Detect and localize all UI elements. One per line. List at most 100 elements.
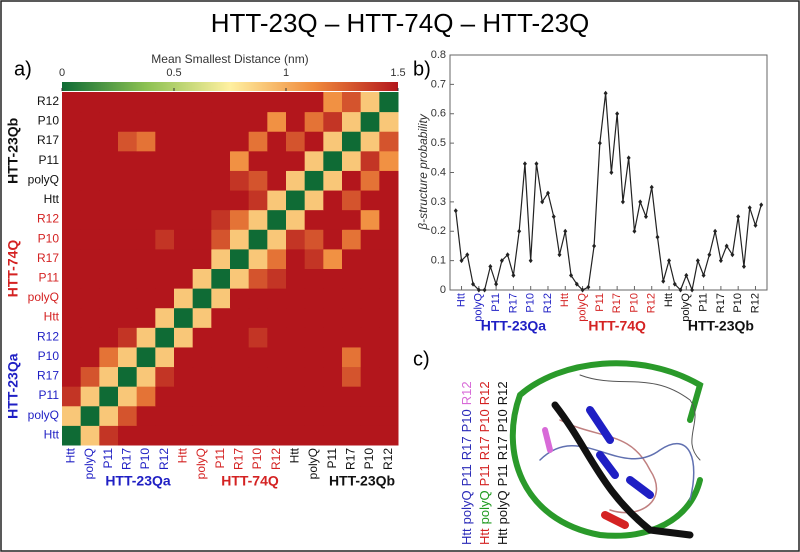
panel-label: a) <box>14 58 32 80</box>
heatmap-cell <box>62 111 82 132</box>
heatmap-cell <box>155 386 175 407</box>
heatmap-cell <box>192 150 212 171</box>
heatmap-cell <box>304 131 324 152</box>
x-tick-label: P11 <box>213 448 227 469</box>
group-label: HTT-74Q <box>5 240 21 298</box>
y-tick-label: P10 <box>38 114 60 128</box>
heatmap-cell <box>62 268 82 289</box>
x-tick-label: R17 <box>344 448 358 470</box>
heatmap-cell <box>286 209 306 230</box>
heatmap-cell <box>304 366 324 387</box>
heatmap-cell <box>118 190 138 211</box>
heatmap-cell <box>248 405 268 426</box>
heatmap-cell <box>174 425 194 446</box>
heatmap-cell <box>286 111 306 132</box>
heatmap-cell <box>99 366 119 387</box>
heatmap-cell <box>192 346 212 368</box>
heatmap-cell <box>304 307 324 328</box>
heatmap-cell <box>342 248 362 269</box>
heatmap-cell <box>267 248 287 269</box>
legend-word: polyQ <box>495 490 510 524</box>
heatmap-cell <box>118 268 138 289</box>
legend-line: Htt polyQ P11 R17 P10 R12 <box>459 381 474 545</box>
heatmap-cell <box>360 92 380 113</box>
heatmap-cell <box>80 248 100 269</box>
heatmap-cell <box>304 386 324 407</box>
marker <box>638 199 643 205</box>
marker <box>718 258 723 264</box>
heatmap-cell <box>80 150 100 171</box>
heatmap-cell <box>136 268 156 289</box>
marker <box>759 202 764 208</box>
heatmap-cell <box>62 92 82 113</box>
heatmap-cell <box>286 248 306 269</box>
heatmap-cell <box>267 150 287 171</box>
heatmap-cell <box>230 248 250 269</box>
heatmap-cell <box>99 92 119 113</box>
heatmap-cell <box>211 111 231 132</box>
heatmap-cell <box>286 288 306 309</box>
heatmap-cell <box>342 425 362 446</box>
group-label: HTT-23Qb <box>329 473 395 489</box>
heatmap-cell <box>267 327 287 348</box>
heatmap-cell <box>230 170 250 191</box>
heatmap-cell <box>323 346 343 368</box>
heatmap-cell <box>248 209 268 230</box>
heatmap-cell <box>192 386 212 407</box>
heatmap-cell <box>211 229 231 250</box>
heatmap-cell <box>192 268 212 289</box>
heatmap-cell <box>230 386 250 407</box>
heatmap-cell <box>80 131 100 152</box>
heatmap-cell <box>136 288 156 309</box>
heatmap-cell <box>136 170 156 191</box>
heatmap-cell <box>267 111 287 132</box>
heatmap-cell <box>192 209 212 230</box>
heatmap-cell <box>230 425 250 446</box>
y-tick-label: R17 <box>37 369 59 383</box>
y-tick-label: R12 <box>37 329 59 343</box>
heatmap-cell <box>62 307 82 328</box>
heatmap-cell <box>155 111 175 132</box>
heatmap-cell <box>286 366 306 387</box>
heatmap-cell <box>136 346 156 368</box>
heatmap-cell <box>136 190 156 211</box>
heatmap-cell <box>99 150 119 171</box>
heatmap-cell <box>342 366 362 387</box>
heatmap-cell <box>379 248 399 269</box>
heatmap-cell <box>99 209 119 230</box>
heatmap-cell <box>323 307 343 328</box>
heatmap-cell <box>379 229 399 250</box>
x-tick-label: polyQ <box>82 448 96 479</box>
heatmap-cell <box>267 346 287 368</box>
colorbar <box>62 82 398 91</box>
heatmap-cell <box>118 229 138 250</box>
heatmap-cell <box>211 131 231 152</box>
heatmap-cell <box>80 346 100 368</box>
x-tick-label: P11 <box>101 448 115 469</box>
heatmap-cell <box>62 170 82 191</box>
marker <box>453 208 458 214</box>
legend-line: Htt polyQ P11 R17 P10 R12 <box>495 381 510 545</box>
y-tick-label: P10 <box>38 231 60 245</box>
heatmap-cell <box>192 327 212 348</box>
heatmap-cell <box>99 131 119 152</box>
heatmap-cell <box>342 346 362 368</box>
heatmap-cell <box>62 386 82 407</box>
heatmap-cell <box>192 92 212 113</box>
heatmap-cell <box>230 209 250 230</box>
y-tick-label: Htt <box>44 427 60 441</box>
heatmap-cell <box>118 131 138 152</box>
heatmap-cell <box>286 92 306 113</box>
heatmap-cell <box>118 111 138 132</box>
heatmap-cell <box>360 307 380 328</box>
heatmap-cell <box>136 307 156 328</box>
heatmap-cell <box>323 248 343 269</box>
heatmap-cell <box>62 229 82 250</box>
group-label: HTT-23Qb <box>688 318 754 334</box>
heatmap-cell <box>248 366 268 387</box>
group-label: HTT-23Qa <box>105 473 171 489</box>
heatmap-cell <box>155 209 175 230</box>
heatmap-cell <box>360 366 380 387</box>
heatmap-cell <box>323 170 343 191</box>
heatmap-cell <box>230 92 250 113</box>
